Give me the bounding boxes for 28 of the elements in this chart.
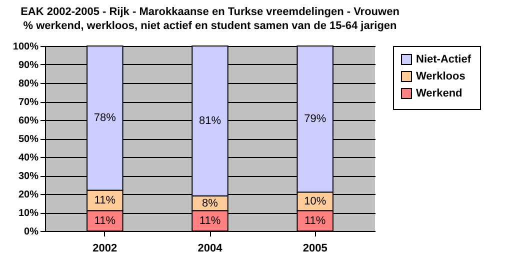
data-label: 8% bbox=[202, 197, 218, 210]
legend-label: Werkloos bbox=[416, 70, 466, 82]
y-tick-label: 0% bbox=[24, 226, 39, 238]
data-label: 11% bbox=[304, 214, 326, 227]
chart-title: EAK 2002-2005 - Rijk - Marokkaanse en Turkse vreemdelingen - Vrouwen bbox=[20, 6, 400, 18]
y-tick-label: 70% bbox=[18, 97, 39, 108]
data-label: 11% bbox=[94, 194, 116, 206]
y-tick-label: 40% bbox=[18, 152, 39, 164]
x-tick-label: 2002 bbox=[92, 242, 118, 254]
x-tick-label: 2005 bbox=[302, 242, 328, 254]
legend-label: Niet-Actief bbox=[416, 54, 472, 66]
data-label: 11% bbox=[199, 214, 221, 227]
data-label: 11% bbox=[94, 214, 116, 227]
y-tick-label: 60% bbox=[18, 116, 39, 126]
y-tick-label: 80% bbox=[18, 78, 39, 90]
chart-subtitle: % werkend, werkloos, niet actief en student samen van de 15-64 jarigen bbox=[23, 20, 398, 32]
y-tick-label: 50% bbox=[18, 134, 39, 145]
y-tick-label: 90% bbox=[18, 60, 39, 71]
legend-label: Werkend bbox=[416, 88, 462, 100]
y-tick-label: 10% bbox=[18, 208, 39, 219]
data-label: 78% bbox=[94, 112, 116, 124]
data-label: 10% bbox=[304, 195, 326, 208]
x-tick-label: 2004 bbox=[198, 242, 224, 254]
y-tick-label: 100% bbox=[12, 42, 39, 52]
data-label: 79% bbox=[304, 113, 326, 126]
y-tick-label: 20% bbox=[18, 190, 39, 200]
y-tick-label: 30% bbox=[18, 171, 39, 182]
data-label: 81% bbox=[198, 114, 222, 127]
